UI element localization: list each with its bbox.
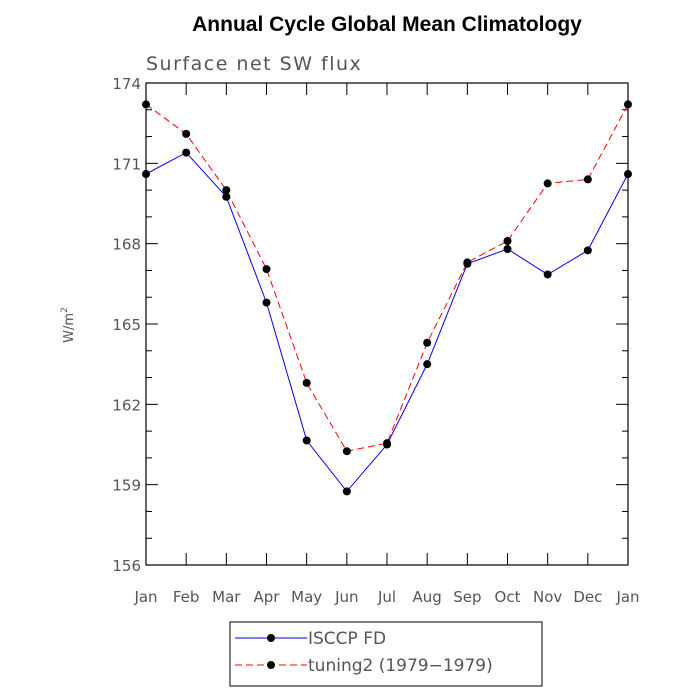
y-axis-label-superscript: 2 — [60, 307, 70, 313]
series-1-point — [543, 270, 552, 279]
x-tick-label: Apr — [254, 588, 281, 606]
series-2-point — [262, 265, 271, 274]
plot-frame — [145, 82, 629, 566]
series-1-point — [583, 246, 592, 255]
series-1-point — [182, 148, 191, 157]
x-tick-label: Aug — [413, 588, 442, 606]
x-tick-label: Mar — [212, 588, 241, 606]
series-1-point — [624, 170, 632, 179]
series-1-point — [142, 170, 150, 179]
y-tick-label: 171 — [112, 155, 141, 173]
series-2-point — [543, 179, 552, 188]
chart-subtitle: Surface net SW flux — [146, 53, 362, 75]
x-tick-label: Jan — [133, 588, 157, 606]
series-2-point — [222, 186, 231, 195]
series-2-point — [302, 378, 311, 387]
y-axis-ticks: 156 159 162 165 168 171 174 — [112, 75, 628, 575]
y-tick-label: 156 — [112, 557, 141, 575]
x-tick-label: Dec — [573, 588, 602, 606]
series-line-2 — [145, 103, 629, 452]
x-tick-label: Nov — [533, 588, 562, 606]
series-2-point — [383, 439, 391, 448]
series-2-point — [624, 100, 632, 109]
legend-label-2: tuning2 (1979−1979) — [308, 656, 493, 676]
series-2-point — [503, 236, 512, 245]
series-2-point — [463, 258, 472, 267]
chart-title: Annual Cycle Global Mean Climatology — [192, 13, 582, 36]
series-1-point — [302, 436, 311, 445]
y-axis-label: W/m2 — [60, 307, 77, 343]
series-1-point — [222, 192, 231, 201]
x-tick-label: Feb — [173, 588, 200, 606]
x-tick-label: Jun — [334, 588, 358, 606]
x-tick-label: Sep — [453, 588, 481, 606]
legend-box — [229, 621, 543, 687]
y-tick-label: 174 — [112, 75, 141, 93]
series-1-point — [503, 245, 512, 254]
axes-frame — [145, 82, 629, 566]
legend-label-1: ISCCP FD — [308, 629, 386, 649]
series-2-point — [182, 129, 191, 138]
series-1-point — [262, 298, 271, 307]
series-2-point — [583, 175, 592, 184]
x-tick-label: Oct — [495, 588, 521, 606]
x-tick-label: May — [291, 588, 322, 606]
x-tick-label: Jan — [615, 588, 639, 606]
legend-marker-2 — [267, 661, 275, 669]
series-2-point — [142, 100, 150, 109]
series-layer — [142, 100, 632, 496]
series-2-point — [342, 447, 351, 456]
series-1-point — [342, 487, 351, 496]
y-tick-label: 165 — [112, 316, 141, 334]
y-tick-label: 162 — [112, 396, 141, 414]
x-axis-ticks: Jan Feb Mar Apr May Jun Jul Aug Sep Oct Nov Dec Jan — [133, 83, 640, 606]
y-axis-label-text: W/m — [62, 313, 77, 343]
legend: ISCCP FD tuning2 (1979−1979) — [229, 621, 543, 687]
series-2-point — [423, 338, 432, 347]
y-tick-label: 159 — [112, 477, 141, 495]
x-tick-label: Jul — [377, 588, 396, 606]
series-1-point — [423, 360, 432, 369]
legend-marker-1 — [267, 634, 275, 642]
y-tick-label: 168 — [112, 236, 141, 254]
